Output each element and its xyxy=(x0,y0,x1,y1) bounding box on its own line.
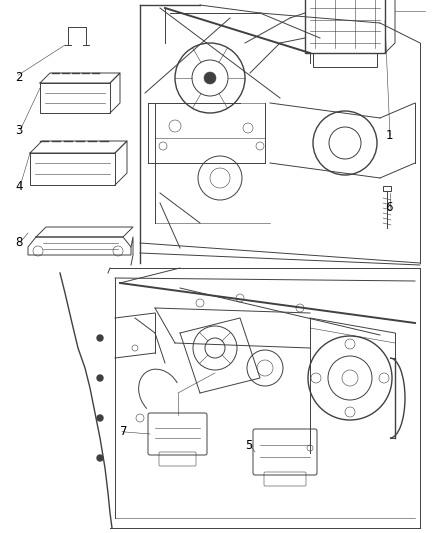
Circle shape xyxy=(204,72,216,84)
Bar xyxy=(30,153,115,185)
Bar xyxy=(383,186,391,191)
Circle shape xyxy=(97,375,103,381)
Circle shape xyxy=(97,455,103,461)
Text: 1: 1 xyxy=(385,130,393,142)
Text: 4: 4 xyxy=(15,180,23,193)
Circle shape xyxy=(97,415,103,421)
Text: 2: 2 xyxy=(15,71,23,84)
Text: 8: 8 xyxy=(15,236,23,249)
Text: 7: 7 xyxy=(120,425,128,438)
Bar xyxy=(40,83,110,113)
Text: 3: 3 xyxy=(15,124,23,137)
Bar xyxy=(305,0,385,53)
Text: 6: 6 xyxy=(385,201,393,214)
Text: 5: 5 xyxy=(245,439,253,451)
Bar xyxy=(313,53,377,67)
Circle shape xyxy=(97,335,103,341)
